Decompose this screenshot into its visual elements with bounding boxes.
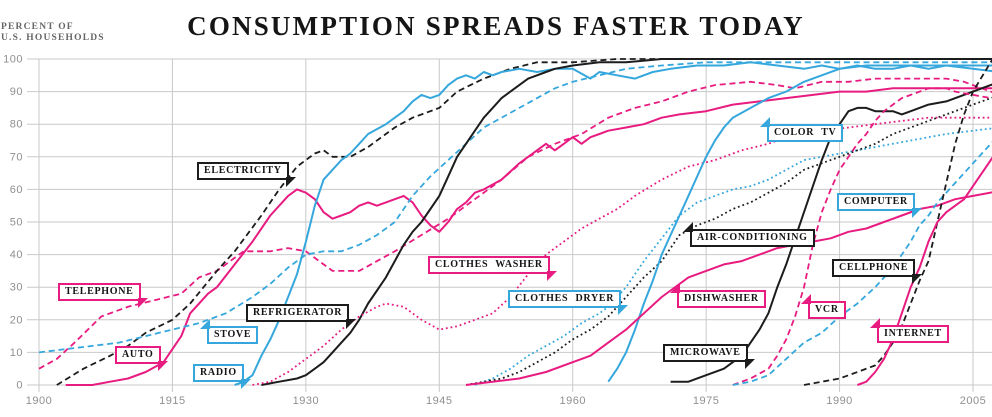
y-tick-10: 10 — [10, 347, 23, 359]
label-tail-pointer — [801, 294, 811, 304]
label-tail-pointer — [240, 379, 251, 389]
x-tick-1915: 1915 — [159, 395, 185, 407]
series-label-refrigerator: REFRIGERATOR — [246, 304, 357, 329]
series-line-radio — [234, 61, 992, 386]
series-line-air_conditioning — [465, 96, 992, 386]
series-line-color_tv — [607, 64, 992, 383]
y-tick-40: 40 — [10, 249, 23, 261]
y-tick-20: 20 — [10, 314, 23, 326]
label-tail-pointer — [911, 208, 922, 218]
chart-title: CONSUMPTION SPREADS FASTER TODAY — [187, 11, 805, 41]
y-tick-0: 0 — [16, 380, 23, 392]
y-axis-unit: PERCENT OF U.S. HOUSEHOLDS — [1, 22, 105, 44]
y-tick-100: 100 — [3, 54, 23, 66]
series-label-internet: INTERNET — [870, 318, 949, 343]
y-tick-70: 70 — [10, 151, 23, 163]
series-label-radio: RADIO — [193, 364, 251, 389]
series-line-refrigerator — [261, 58, 992, 386]
y-tick-30: 30 — [10, 282, 23, 294]
label-tail-pointer — [683, 222, 693, 232]
label-tail-pointer — [760, 117, 770, 127]
series-line-electricity — [56, 58, 992, 386]
series-label-air_conditioning: AIR-CONDITIONING — [683, 222, 815, 247]
y-tick-50: 50 — [10, 217, 23, 229]
y-tick-60: 60 — [10, 184, 23, 196]
y-tick-80: 80 — [10, 119, 23, 131]
label-tail-pointer — [618, 305, 629, 315]
label-tail-pointer — [670, 283, 680, 293]
series-label-clothes_dryer: CLOTHES DRYER — [508, 290, 629, 315]
label-tail-pointer — [285, 177, 296, 187]
x-tick-1960: 1960 — [559, 395, 585, 407]
x-tick-1930: 1930 — [293, 395, 319, 407]
series-label-computer: COMPUTER — [837, 193, 922, 218]
series-line-clothes_washer — [252, 116, 992, 386]
label-tail-pointer — [200, 319, 210, 329]
label-tail-pointer — [346, 319, 357, 329]
x-tick-1975: 1975 — [693, 395, 719, 407]
label-tail-pointer — [870, 318, 880, 328]
label-tail-pointer — [157, 361, 168, 371]
x-tick-2005: 2005 — [960, 395, 986, 407]
x-tick-1945: 1945 — [426, 395, 452, 407]
series-line-vcr — [732, 87, 992, 386]
series-label-color_tv: COLOR TV — [760, 117, 844, 142]
x-tick-1900: 1900 — [26, 395, 52, 407]
y-axis-unit-line2: U.S. HOUSEHOLDS — [1, 33, 105, 43]
series-label-stove: STOVE — [200, 319, 259, 344]
series-label-vcr: VCR — [801, 294, 846, 319]
label-tail-pointer — [912, 274, 923, 284]
x-tick-1990: 1990 — [826, 395, 852, 407]
series-label-auto: AUTO — [115, 346, 168, 371]
label-tail-pointer — [546, 271, 557, 281]
series-line-auto — [65, 87, 992, 386]
series-label-microwave: MICROWAVE — [663, 344, 755, 369]
series-line-telephone — [38, 77, 992, 370]
label-tail-pointer — [744, 359, 755, 369]
series-label-telephone: TELEPHONE — [58, 283, 148, 308]
series-line-internet — [857, 156, 992, 386]
series-line-computer — [732, 141, 992, 386]
series-line-dishwasher — [465, 191, 992, 386]
series-label-cellphone: CELLPHONE — [832, 259, 923, 284]
y-axis-unit-line1: PERCENT OF — [1, 22, 74, 32]
label-tail-pointer — [137, 298, 148, 308]
series-label-clothes_washer: CLOTHES WASHER — [428, 256, 557, 281]
series-label-electricity: ELECTRICITY — [197, 162, 296, 187]
series-label-dishwasher: DISHWASHER — [670, 283, 766, 308]
y-tick-90: 90 — [10, 86, 23, 98]
